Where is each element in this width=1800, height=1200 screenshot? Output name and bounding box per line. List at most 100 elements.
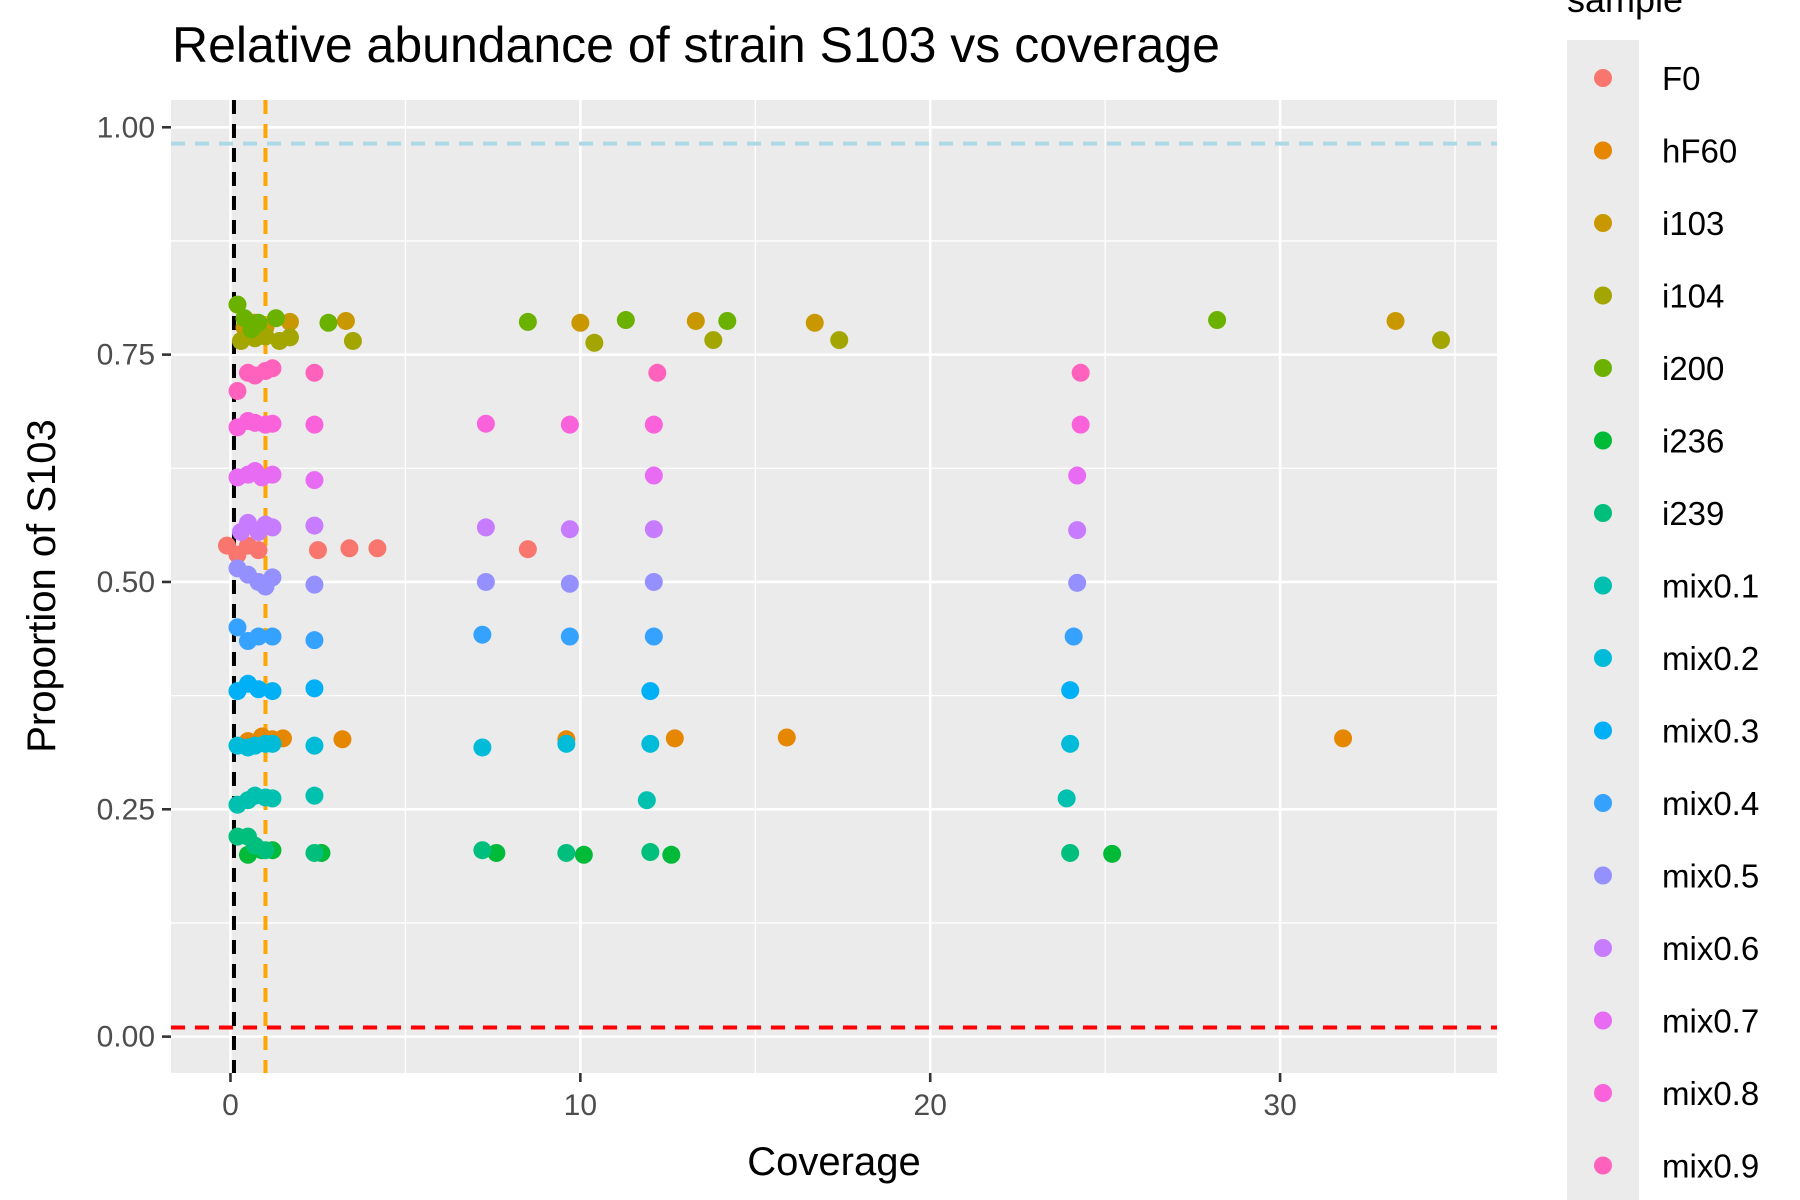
point-mix0.7-4: [263, 465, 282, 484]
legend-label-mix0.2: mix0.2: [1662, 640, 1759, 677]
y-tick-label-4: 1.00: [97, 111, 155, 144]
y-tick-label-1: 0.25: [97, 793, 155, 826]
point-mix0.2-4: [263, 734, 282, 753]
point-F0-4: [308, 541, 327, 560]
point-mix0.4-3: [263, 627, 282, 646]
y-tick-label-2: 0.50: [97, 566, 155, 599]
point-i200-5: [319, 313, 338, 332]
legend-label-mix0.3: mix0.3: [1662, 713, 1759, 750]
legend-title: sample: [1567, 0, 1683, 20]
point-mix0.2-5: [305, 736, 324, 755]
legend-label-i200: i200: [1662, 350, 1724, 387]
legend-swatch-i239: [1594, 504, 1612, 522]
point-i236-7: [1103, 844, 1122, 863]
point-i236-4: [487, 843, 506, 862]
legend-label-F0: F0: [1662, 60, 1701, 97]
legend-label-mix0.9: mix0.9: [1662, 1148, 1759, 1185]
legend-swatch-mix0.6: [1594, 939, 1612, 957]
point-mix0.6-6: [476, 518, 495, 537]
point-mix0.1-6: [637, 791, 656, 810]
point-i103-4: [336, 311, 355, 330]
grid-major: [171, 100, 1497, 1073]
x-tick-label-2: 20: [914, 1089, 947, 1122]
legend-item-mix0.1: mix0.1: [1594, 568, 1759, 605]
legend-item-i239: i239: [1594, 495, 1724, 532]
point-mix0.2-9: [1061, 734, 1080, 753]
point-mix0.8-7: [560, 415, 579, 434]
plot-panel: [171, 100, 1497, 1073]
point-mix0.2-6: [473, 738, 492, 757]
legend-label-i236: i236: [1662, 423, 1724, 460]
legend-item-hF60: hF60: [1594, 133, 1737, 170]
point-mix0.4-0: [228, 618, 247, 637]
point-i104-4: [280, 328, 299, 347]
legend-item-mix0.9: mix0.9: [1594, 1148, 1759, 1185]
point-mix0.7-7: [1068, 466, 1087, 485]
legend-label-mix0.4: mix0.4: [1662, 785, 1759, 822]
legend-item-mix0.3: mix0.3: [1594, 713, 1759, 750]
legend-item-mix0.6: mix0.6: [1594, 930, 1759, 967]
point-i200-3: [249, 313, 268, 332]
legend-item-mix0.8: mix0.8: [1594, 1075, 1759, 1112]
legend-swatch-mix0.4: [1594, 794, 1612, 812]
legend-swatch-i103: [1594, 214, 1612, 232]
point-F0-3: [249, 541, 268, 560]
point-i200-7: [616, 311, 635, 330]
point-i200-8: [718, 311, 737, 330]
point-mix0.8-6: [476, 414, 495, 433]
point-mix0.5-7: [560, 574, 579, 593]
point-i236-6: [662, 845, 681, 864]
point-mix0.9-5: [305, 363, 324, 382]
point-i104-5: [343, 331, 362, 350]
legend-item-i103: i103: [1594, 205, 1724, 242]
legend-swatch-mix0.8: [1594, 1084, 1612, 1102]
point-F0-5: [340, 539, 359, 558]
point-hF60-6: [665, 729, 684, 748]
legend-label-mix0.5: mix0.5: [1662, 858, 1759, 895]
point-mix0.9-4: [263, 359, 282, 378]
point-i200-6: [518, 312, 537, 331]
point-mix0.3-4: [305, 679, 324, 698]
x-axis: 0 10 20 30: [222, 1073, 1297, 1122]
point-i103-8: [1386, 311, 1405, 330]
point-mix0.5-5: [305, 575, 324, 594]
legend-item-mix0.7: mix0.7: [1594, 1003, 1759, 1040]
point-mix0.8-5: [305, 415, 324, 434]
point-i104-2: [256, 327, 275, 346]
point-mix0.5-4: [263, 568, 282, 587]
legend-label-mix0.8: mix0.8: [1662, 1075, 1759, 1112]
legend-item-F0: F0: [1594, 60, 1701, 97]
point-mix0.9-0: [228, 381, 247, 400]
legend-label-mix0.6: mix0.6: [1662, 930, 1759, 967]
y-tick-label-3: 0.75: [97, 339, 155, 372]
point-mix0.7-6: [644, 466, 663, 485]
point-i104-0: [231, 331, 250, 350]
legend-swatch-mix0.2: [1594, 649, 1612, 667]
point-i103-3: [280, 312, 299, 331]
legend-label-hF60: hF60: [1662, 133, 1737, 170]
point-mix0.6-8: [644, 520, 663, 539]
legend-swatch-mix0.9: [1594, 1156, 1612, 1175]
legend-label-i103: i103: [1662, 205, 1724, 242]
point-hF60-4: [333, 730, 352, 749]
point-mix0.6-4: [263, 518, 282, 537]
legend-swatch-mix0.7: [1594, 1011, 1612, 1030]
legend-swatch-i200: [1594, 359, 1612, 377]
point-mix0.4-4: [305, 631, 324, 650]
point-i200-4: [266, 309, 285, 328]
legend-label-i239: i239: [1662, 495, 1724, 532]
point-i103-5: [571, 313, 590, 332]
legend-swatch-mix0.1: [1594, 576, 1612, 595]
point-mix0.3-5: [641, 682, 660, 701]
point-F0-7: [518, 540, 537, 559]
x-tick-label-1: 10: [564, 1089, 597, 1122]
point-mix0.6-9: [1068, 521, 1087, 540]
point-mix0.3-2: [249, 680, 268, 699]
point-mix0.4-6: [560, 627, 579, 646]
point-mix0.1-7: [1057, 789, 1076, 808]
point-mix0.6-7: [560, 520, 579, 539]
point-i239-6: [557, 843, 576, 862]
point-i239-5: [473, 841, 492, 860]
point-mix0.8-4: [263, 414, 282, 433]
point-i236-5: [574, 845, 593, 864]
